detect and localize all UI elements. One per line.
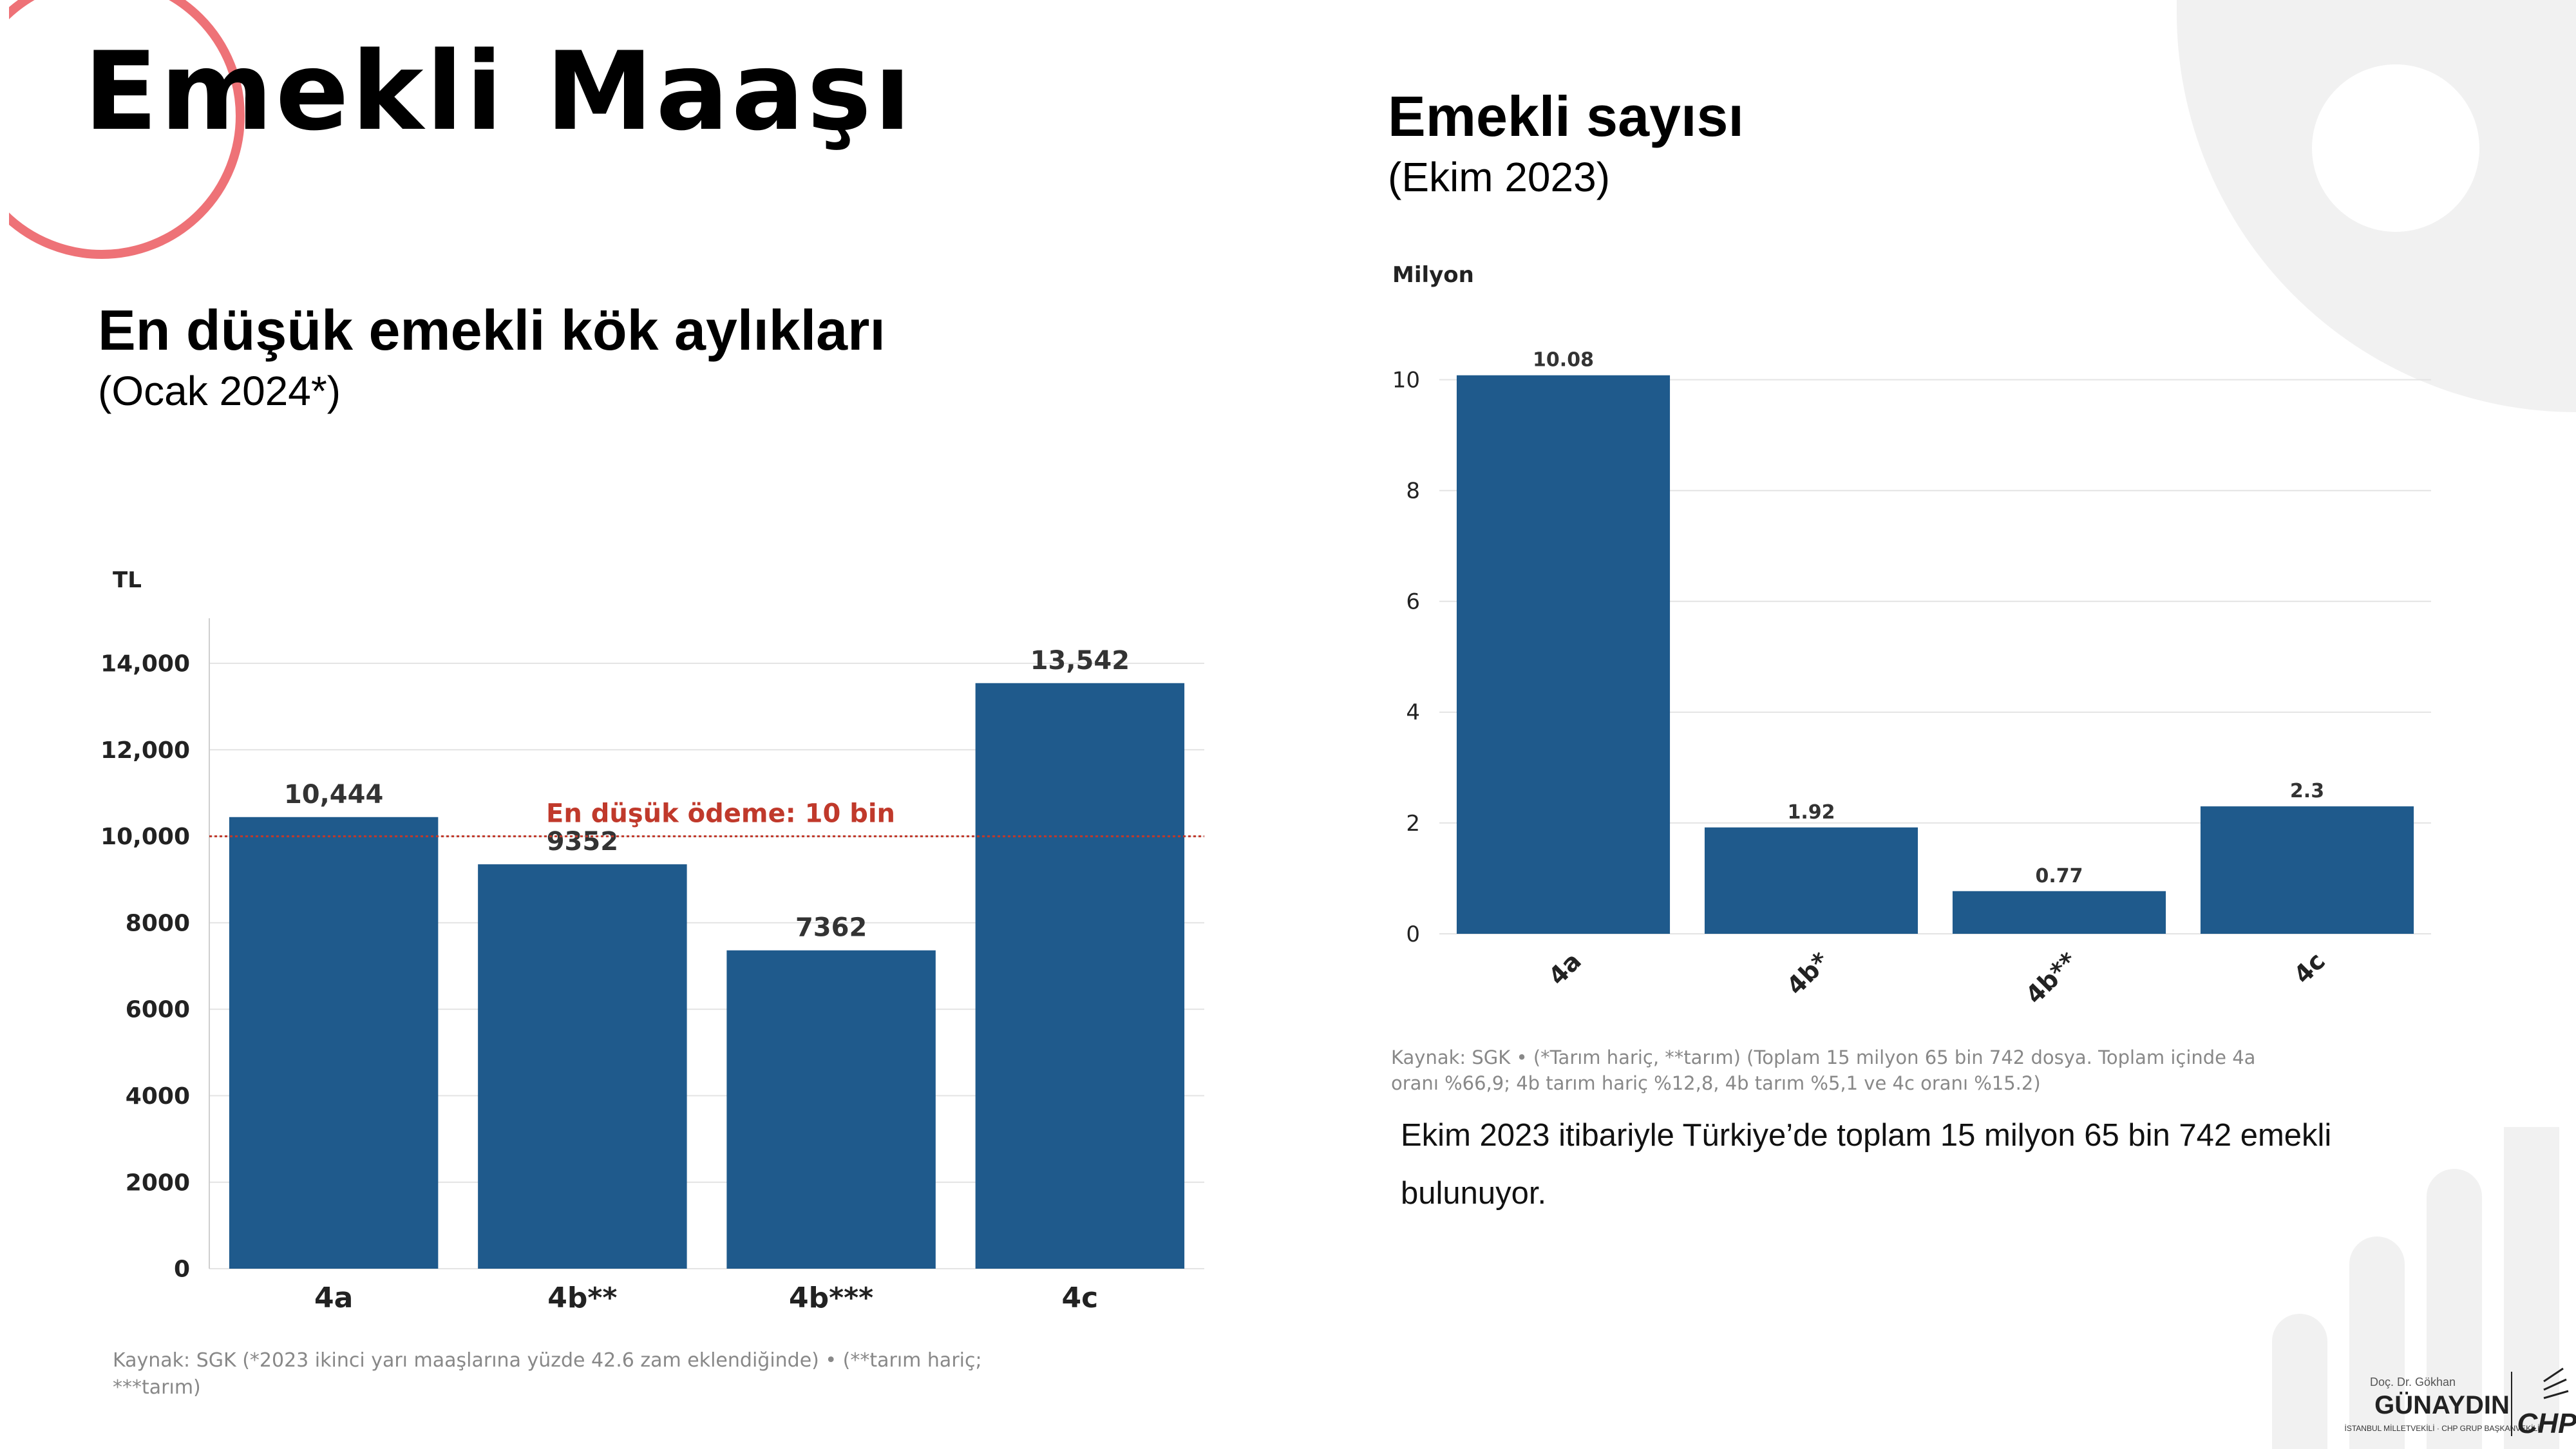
y-tick-label: 8000 <box>126 910 190 936</box>
y-tick-label: 0 <box>1406 922 1420 947</box>
source-note: Kaynak: SGK (*2023 ikinci yarı maaşların… <box>113 1349 982 1372</box>
bar <box>975 683 1185 1269</box>
decor-white-circle <box>2312 64 2479 232</box>
x-tick-label: 4c <box>2288 947 2331 989</box>
y-axis-label: Milyon <box>1392 262 1474 288</box>
y-tick-label: 12,000 <box>100 737 190 764</box>
x-tick-label: 4a <box>1543 947 1587 990</box>
y-tick-label: 8 <box>1406 478 1420 504</box>
data-label: 10,444 <box>284 780 383 810</box>
logo-area: Doç. Dr. Gökhan GÜNAYDIN İSTANBUL MİLLET… <box>2272 1127 2576 1449</box>
bar <box>229 817 439 1269</box>
right-chart-note: (Ekim 2023) <box>1388 154 1610 200</box>
bar <box>478 864 687 1269</box>
decor-pill-4 <box>2504 1127 2559 1449</box>
source-note: oranı %66,9; 4b tarım hariç %12,8, 4b ta… <box>1391 1072 2041 1094</box>
bar <box>726 950 936 1269</box>
y-tick-label: 2 <box>1406 811 1420 837</box>
x-tick-label: 4b** <box>2020 947 2083 1009</box>
source-note: Kaynak: SGK • (*Tarım hariç, **tarım) (T… <box>1391 1046 2255 1068</box>
party-arrows-icon <box>2543 1367 2569 1399</box>
decor-pill-3 <box>2427 1169 2482 1449</box>
y-tick-label: 0 <box>174 1256 190 1283</box>
decor-accent-mask <box>0 0 9 251</box>
logo-subtitle: İSTANBUL MİLLETVEKİLİ · CHP GRUP BAŞKANV… <box>2345 1424 2540 1433</box>
decor-pill-2 <box>2349 1236 2405 1449</box>
y-tick-label: 4 <box>1406 700 1420 726</box>
data-label: 0.77 <box>2035 865 2083 887</box>
y-tick-label: 6000 <box>126 997 190 1023</box>
y-tick-label: 10,000 <box>100 824 190 850</box>
x-tick-label: 4b*** <box>789 1282 873 1314</box>
y-tick-label: 4000 <box>126 1083 190 1110</box>
y-tick-label: 6 <box>1406 589 1420 615</box>
right-chart-heading: Emekli sayısı <box>1388 84 1744 148</box>
decor-accent-circle <box>0 0 245 259</box>
data-label: 13,542 <box>1030 646 1130 676</box>
left-chart-note: (Ocak 2024*) <box>98 368 341 414</box>
data-label: 2.3 <box>2290 780 2324 802</box>
data-label: 9352 <box>547 827 618 857</box>
logo-party: CHP <box>2517 1408 2576 1439</box>
reference-line-label: En düşük ödeme: 10 bin <box>546 799 895 829</box>
data-label: 7362 <box>795 913 867 943</box>
logo-name-top: Doç. Dr. Gökhan <box>2370 1376 2456 1388</box>
y-tick-label: 10 <box>1392 368 1420 393</box>
bar <box>2200 806 2414 934</box>
data-label: 1.92 <box>1787 801 1835 824</box>
x-tick-label: 4c <box>1062 1282 1099 1314</box>
logo-name: GÜNAYDIN <box>2374 1390 2510 1419</box>
x-tick-label: 4a <box>314 1282 353 1314</box>
x-tick-label: 4b* <box>1781 947 1835 1000</box>
bar <box>1456 375 1671 934</box>
page-title: Emekli Maaşı <box>84 28 914 155</box>
bar <box>1704 827 1918 934</box>
x-tick-label: 4b** <box>547 1282 617 1314</box>
y-tick-label: 2000 <box>126 1170 190 1196</box>
summary-paragraph: Ekim 2023 itibariyle Türkiye’de toplam 1… <box>1401 1118 2332 1211</box>
left-chart-heading: En düşük emekli kök aylıkları <box>98 298 886 362</box>
data-label: 10.08 <box>1533 349 1594 372</box>
y-tick-label: 14,000 <box>100 651 190 677</box>
decor-pill-1 <box>2272 1314 2327 1449</box>
y-axis-label: TL <box>113 567 142 593</box>
bar <box>1952 891 2166 934</box>
source-note: ***tarım) <box>113 1376 201 1399</box>
